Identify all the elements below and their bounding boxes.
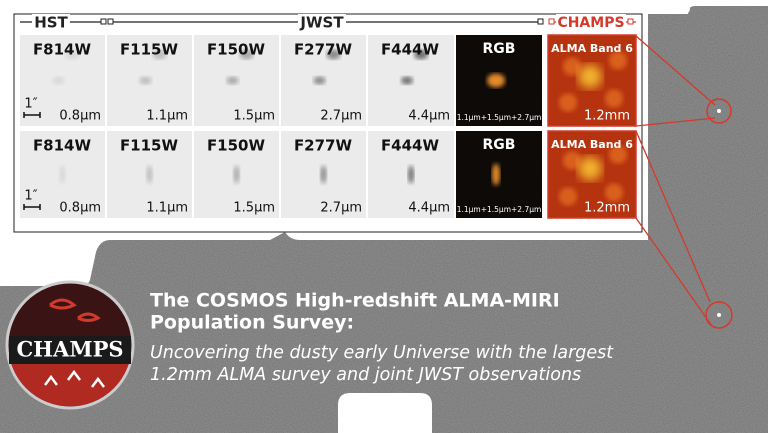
source-blob: [139, 76, 152, 85]
bracket-end: [100, 18, 107, 25]
source-blob: [313, 76, 326, 85]
bracket-end: [107, 18, 114, 25]
alma-noise: [559, 187, 577, 206]
title-line: Population Survey:: [150, 312, 354, 334]
alma-noise: [605, 183, 623, 202]
wavelength-label: 1.5μm: [233, 201, 275, 216]
rgb-wavelength: 1.1μm+1.5μm+2.7μm: [457, 205, 542, 214]
source-blob: [65, 49, 80, 60]
white-notch: [338, 393, 432, 433]
white-corner: [0, 0, 768, 14]
bracket-end: [627, 18, 634, 25]
filter-label: F444W: [381, 137, 440, 155]
source-blob: [408, 165, 414, 184]
champs-label: CHAMPS: [557, 15, 624, 31]
alma-noise: [605, 89, 623, 108]
alma-noise: [609, 145, 627, 164]
source-dot: [717, 313, 721, 317]
rgb-wavelength: 1.1μm+1.5μm+2.7μm: [457, 113, 542, 122]
callout-line: [635, 117, 716, 127]
source-blob: [233, 165, 240, 184]
source-blob: [152, 49, 167, 60]
alma-source: [578, 64, 602, 89]
scale-bar: [23, 204, 41, 210]
source-blob: [326, 49, 341, 60]
logo-ground: [10, 360, 130, 407]
filter-label: F444W: [381, 41, 440, 59]
source-circle: [705, 301, 733, 329]
panels: F814W 0.8μm F115W 1.1μm F150W 1.5μm F277W 2.7μm…: [20, 34, 637, 219]
filter-label: F814W: [33, 137, 92, 155]
filter-label: F150W: [207, 137, 266, 155]
alma-noise: [609, 51, 627, 70]
rgb-blob: [487, 73, 505, 88]
rgb-blob: [492, 163, 500, 186]
wavelength-label: 0.8μm: [59, 109, 101, 124]
alma-noise: [559, 93, 577, 112]
rgb-label: RGB: [483, 137, 516, 153]
source-blob: [320, 165, 327, 184]
wavelength-label: 4.4μm: [408, 201, 450, 216]
source-blob: [401, 76, 413, 85]
logo-galaxy: [49, 298, 101, 322]
filter-label: F277W: [294, 137, 353, 155]
wavelength-label: 1.5μm: [233, 109, 275, 124]
callout-line: [635, 130, 711, 303]
logo-band: [9, 336, 131, 364]
source-blob: [52, 76, 65, 85]
rgb-label: RGB: [483, 41, 516, 57]
logo: CHAMPS: [5, 280, 135, 410]
bracket-end: [548, 18, 555, 25]
source-blob: [414, 49, 428, 60]
label-bg: [32, 14, 70, 30]
wavelength-label: 2.7μm: [320, 201, 362, 216]
alma-label: ALMA Band 6: [551, 138, 633, 151]
wavelength-label: 0.8μm: [59, 201, 101, 216]
source-blob: [239, 49, 254, 60]
scale-bar: [23, 112, 41, 118]
filter-label: F814W: [33, 41, 92, 59]
subtitle-line: Uncovering the dusty early Universe with…: [150, 343, 614, 363]
label-bg: [298, 14, 346, 30]
subtitle-line: 1.2mm ALMA survey and joint JWST observa…: [150, 365, 581, 385]
source-blob: [146, 165, 153, 184]
header: HST JWST CHAMPS: [20, 14, 636, 32]
source-dot: [717, 109, 721, 113]
title-line: The COSMOS High-redshift ALMA-MIRI: [150, 290, 560, 312]
bracket-end: [537, 18, 544, 25]
filter-label: F115W: [120, 137, 179, 155]
scale-label: 1″: [24, 97, 37, 112]
source-blob: [226, 76, 239, 85]
wavelength-label: 1.1μm: [146, 109, 188, 124]
hst-label: HST: [34, 14, 68, 32]
alma-label: ALMA Band 6: [551, 42, 633, 55]
source-circle: [706, 98, 732, 124]
callouts: [635, 35, 733, 329]
alma-source: [578, 156, 602, 181]
logo-text: CHAMPS: [16, 337, 123, 362]
source-blob: [59, 165, 66, 184]
wavelength-label: 2.7μm: [320, 109, 362, 124]
alma-wavelength: 1.2mm: [584, 109, 630, 124]
alma-wavelength: 1.2mm: [584, 201, 630, 216]
wavelength-label: 4.4μm: [408, 109, 450, 124]
callout-line: [635, 217, 713, 327]
callout-line: [635, 35, 716, 106]
filter-label: F277W: [294, 41, 353, 59]
filter-label: F115W: [120, 41, 179, 59]
filter-label: F150W: [207, 41, 266, 59]
wavelength-label: 1.1μm: [146, 201, 188, 216]
alma-noise: [563, 151, 581, 170]
scale-label: 1″: [24, 189, 37, 204]
logo-antennas: [44, 369, 105, 388]
alma-noise: [563, 57, 581, 76]
label-bg: [556, 14, 626, 30]
jwst-label: JWST: [299, 14, 344, 32]
